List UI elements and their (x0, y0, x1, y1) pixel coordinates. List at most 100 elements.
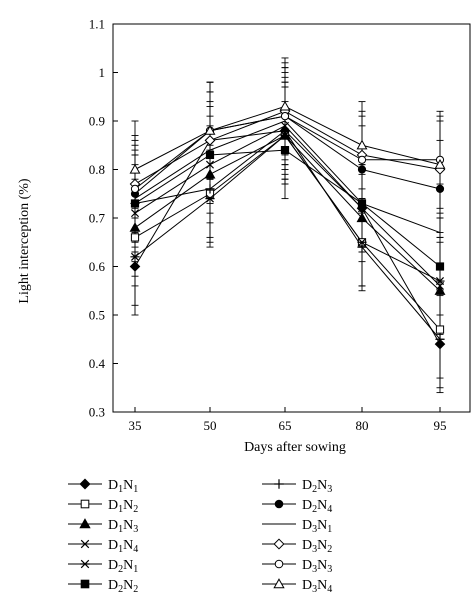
marker-plus (280, 126, 290, 136)
legend-letter: D (302, 538, 312, 553)
marker-open-triangle (204, 125, 216, 135)
legend-subscript: 2 (118, 564, 123, 575)
marker-filled-circle (357, 165, 367, 174)
legend-subscript: 2 (133, 504, 138, 515)
marker-filled-circle (435, 184, 445, 193)
legend-letter: D (302, 578, 312, 593)
marker-plus (205, 184, 215, 194)
series-markers (129, 100, 446, 350)
legend-letter: N (317, 518, 327, 533)
square-shape (435, 325, 445, 334)
marker-open-diamond (273, 538, 285, 550)
triangle-shape (273, 578, 285, 589)
legend-subscript: 3 (312, 544, 317, 555)
marker-plus (357, 242, 367, 252)
series-line-d3n1 (134, 120, 441, 234)
square-shape (280, 146, 290, 155)
legend-subscript: 1 (327, 524, 332, 535)
legend-letter: N (123, 558, 133, 573)
series-line-d1n3 (134, 134, 441, 292)
x-shape (80, 539, 90, 549)
legend-item-d2n2: D2N2 (68, 578, 138, 595)
marker-filled-square (80, 579, 90, 589)
legend-letter: N (123, 498, 133, 513)
legend-letter: N (123, 478, 133, 493)
y-tick-label: 0.9 (89, 114, 105, 129)
marker-open-square (130, 233, 140, 242)
square-shape (205, 150, 215, 160)
square-shape (80, 499, 90, 509)
plus-shape (205, 184, 215, 194)
legend-subscript: 1 (118, 524, 123, 535)
axes: 0.3 0.4 0.5 0.6 0.7 0.8 0.9 1 1.1 35 50 65 80 95 (89, 17, 471, 433)
circle-shape (130, 184, 140, 193)
legend-letter: N (317, 558, 327, 573)
triangle-shape (356, 139, 368, 150)
y-tick-label: 1 (99, 65, 106, 80)
diamond-shape (434, 338, 446, 350)
y-tick-label: 0.4 (89, 356, 106, 371)
legend-label: D1N1 (108, 478, 138, 495)
x-shape (130, 209, 140, 218)
star-shape (80, 559, 90, 569)
triangle-shape (279, 100, 291, 111)
y-tick-label: 0.7 (89, 211, 106, 226)
marker-open-square (435, 325, 445, 334)
legend-item-d2n3: D2N3 (262, 478, 332, 495)
marker-star (280, 131, 290, 140)
marker-open-circle (130, 184, 140, 193)
series-line-d1n1 (134, 130, 441, 345)
legend-item-d3n4: D3N4 (262, 578, 332, 595)
legend-subscript: 3 (312, 584, 317, 595)
marker-filled-triangle (204, 168, 216, 179)
legend-letter: N (317, 478, 327, 493)
diamond-shape (273, 538, 285, 550)
x-tick-label: 95 (434, 418, 447, 433)
legend-letter: D (108, 478, 118, 493)
diamond-shape (204, 135, 216, 146)
star-shape (130, 252, 140, 261)
legend-subscript: 3 (312, 564, 317, 575)
diamond-shape (129, 261, 141, 272)
star-shape (435, 277, 445, 286)
marker-plus (130, 198, 140, 209)
series-lines (134, 105, 441, 345)
x-axis-label: Days after sowing (244, 440, 346, 455)
legend-letter: D (108, 518, 118, 533)
marker-plus (435, 334, 445, 344)
triangle-shape (79, 518, 91, 529)
marker-filled-diamond (434, 338, 446, 350)
x-tick-label: 35 (129, 418, 142, 433)
legend-label: D1N3 (108, 518, 138, 535)
marker-plus (274, 479, 284, 489)
legend-item-d3n3: D3N3 (262, 558, 332, 575)
legend-letter: D (108, 538, 118, 553)
marker-filled-triangle (356, 212, 368, 223)
circle-shape (357, 155, 367, 164)
circle-shape (357, 165, 367, 174)
y-tick-label: 0.8 (89, 162, 105, 177)
legend-subscript: 1 (118, 544, 123, 555)
marker-filled-circle (274, 499, 284, 509)
x-tick-label: 80 (356, 418, 369, 433)
legend-label: D1N4 (108, 538, 138, 555)
y-tick-label: 0.3 (89, 405, 105, 420)
circle-shape (274, 559, 284, 569)
legend-label: D3N4 (302, 578, 332, 595)
triangle-shape (204, 168, 216, 179)
marker-filled-diamond (79, 478, 91, 490)
legend-subscript: 4 (327, 504, 332, 515)
legend-letter: N (123, 518, 133, 533)
plus-shape (357, 242, 367, 252)
marker-star (357, 238, 367, 247)
marker-filled-triangle (129, 222, 141, 232)
legend-subscript: 4 (133, 544, 138, 555)
triangle-shape (434, 159, 446, 169)
x-shape (280, 121, 290, 130)
legend-subscript: 1 (133, 484, 138, 495)
legend-item-d1n4: D1N4 (68, 538, 138, 555)
marker-star (130, 252, 140, 261)
marker-x (80, 539, 90, 549)
legend-label: D3N1 (302, 518, 332, 535)
legend-subscript: 3 (327, 564, 332, 575)
